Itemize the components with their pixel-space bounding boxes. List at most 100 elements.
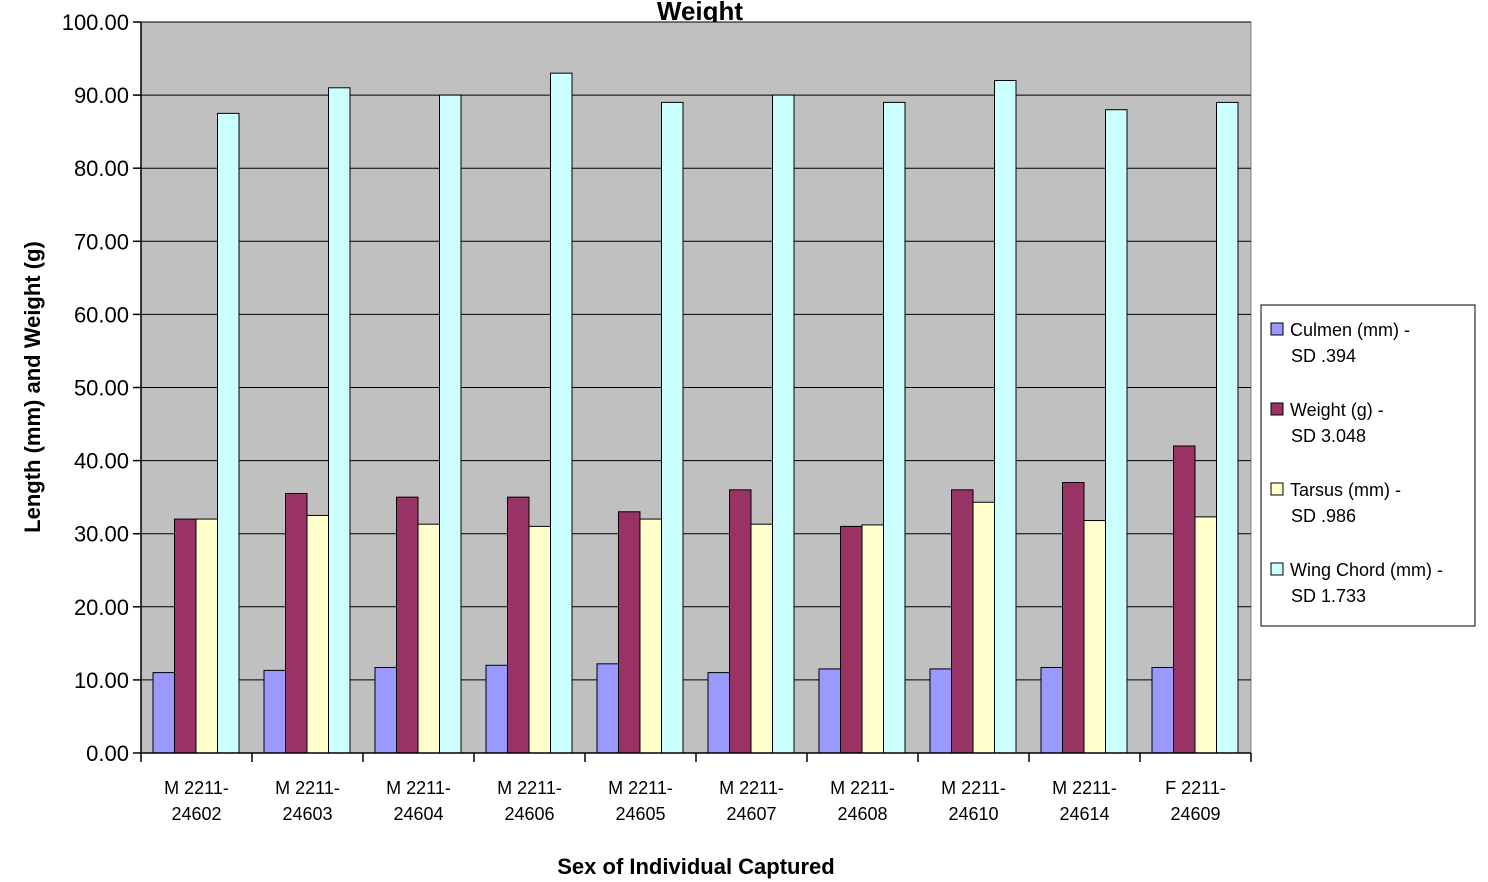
legend-entry-line: SD 3.048 xyxy=(1291,426,1366,446)
x-tick-label-line: M 2211- xyxy=(830,778,895,798)
x-axis-title: Sex of Individual Captured xyxy=(557,854,834,879)
legend-entry: Weight (g) - SD 3.048 xyxy=(1290,400,1384,446)
y-tick-label: 30.00 xyxy=(74,522,129,547)
x-tick-label: M 2211- 24608 xyxy=(830,778,895,824)
x-tick-label-line: M 2211- xyxy=(164,778,229,798)
bar xyxy=(661,101,684,754)
legend-swatch xyxy=(1270,402,1284,416)
x-tick-label-line: 24602 xyxy=(171,804,221,824)
bar xyxy=(1216,101,1239,754)
bar xyxy=(818,668,841,754)
x-tick-label-line: F 2211- xyxy=(1165,778,1226,798)
x-tick-label: M 2211- 24606 xyxy=(497,778,562,824)
legend-entry-line: SD .394 xyxy=(1291,346,1356,366)
y-axis-ticks: 0.00 10.00 20.00 30.00 40.00 50.00 60.00 70.00 8… xyxy=(62,10,141,766)
x-tick-label-line: M 2211- xyxy=(719,778,784,798)
bar xyxy=(1083,520,1106,754)
bar xyxy=(417,523,440,754)
bar xyxy=(396,496,419,754)
bars xyxy=(152,72,1239,754)
x-tick-label: M 2211- 24605 xyxy=(608,778,673,824)
x-tick-label-line: 24603 xyxy=(282,804,332,824)
legend-swatch xyxy=(1270,562,1284,576)
y-tick-label: 50.00 xyxy=(74,376,129,401)
y-tick-label: 70.00 xyxy=(74,229,129,254)
bar xyxy=(328,87,351,754)
bar xyxy=(840,525,863,754)
bar xyxy=(528,525,551,754)
legend-entry-line: SD .986 xyxy=(1291,506,1356,526)
bar xyxy=(1105,109,1128,754)
x-tick-label: M 2211- 24614 xyxy=(1052,778,1117,824)
x-tick-label: M 2211- 24602 xyxy=(164,778,229,824)
bar xyxy=(485,664,508,754)
x-tick-label-line: M 2211- xyxy=(1052,778,1117,798)
bar xyxy=(174,518,197,754)
bar xyxy=(618,511,641,754)
legend-swatch xyxy=(1270,482,1284,496)
y-tick-label: 40.00 xyxy=(74,449,129,474)
legend-box xyxy=(1260,304,1476,627)
y-axis-title: Length (mm) and Weight (g) xyxy=(20,241,45,533)
bar xyxy=(772,94,795,754)
x-tick-label-line: 24608 xyxy=(837,804,887,824)
bar xyxy=(972,501,995,754)
bar xyxy=(374,666,397,754)
legend-entry-line: Wing Chord (mm) - xyxy=(1290,560,1443,580)
bar xyxy=(439,94,462,754)
y-tick-label: 60.00 xyxy=(74,302,129,327)
x-tick-label-line: M 2211- xyxy=(497,778,562,798)
x-tick-label: F 2211- 24609 xyxy=(1165,778,1226,824)
legend-entry-line: SD 1.733 xyxy=(1291,586,1366,606)
bar xyxy=(507,496,530,754)
bar xyxy=(1151,666,1174,754)
x-tick-label-line: M 2211- xyxy=(386,778,451,798)
bar xyxy=(639,518,662,754)
y-tick-label: 0.00 xyxy=(86,741,129,766)
legend-entry-line: Culmen (mm) - xyxy=(1290,320,1410,340)
bar xyxy=(550,72,573,754)
bar xyxy=(707,672,730,754)
bar xyxy=(883,101,906,754)
bar xyxy=(750,523,773,754)
y-tick-label: 80.00 xyxy=(74,156,129,181)
x-tick-label: M 2211- 24603 xyxy=(275,778,340,824)
bar xyxy=(306,514,329,754)
legend-entry-line: Tarsus (mm) - xyxy=(1290,480,1401,500)
bar xyxy=(1194,516,1217,754)
bar xyxy=(1062,482,1085,754)
x-axis-ticks: M 2211- 24602 M 2211- 24603 M 2211- 24604 M 22… xyxy=(140,753,1252,824)
bar xyxy=(729,489,752,754)
legend-entry: Tarsus (mm) - SD .986 xyxy=(1290,480,1401,526)
bar xyxy=(861,524,884,754)
x-tick-label-line: 24606 xyxy=(504,804,554,824)
legend-entry: Wing Chord (mm) - SD 1.733 xyxy=(1290,560,1443,606)
x-tick-label-line: 24604 xyxy=(393,804,443,824)
x-tick-label: M 2211- 24607 xyxy=(719,778,784,824)
bar xyxy=(596,663,619,754)
x-tick-label-line: 24605 xyxy=(615,804,665,824)
legend-swatch xyxy=(1270,322,1284,336)
legend: Culmen (mm) - SD .394 Weight (g) - SD 3.048… xyxy=(1260,304,1476,627)
x-tick-label-line: M 2211- xyxy=(941,778,1006,798)
y-tick-label: 10.00 xyxy=(74,668,129,693)
x-tick-label-line: 24614 xyxy=(1059,804,1109,824)
x-tick-label-line: M 2211- xyxy=(275,778,340,798)
x-tick-label-line: 24607 xyxy=(726,804,776,824)
bar xyxy=(1040,666,1063,754)
y-tick-label: 20.00 xyxy=(74,595,129,620)
bar xyxy=(263,669,286,754)
y-tick-label: 100.00 xyxy=(62,10,129,35)
bar xyxy=(994,79,1017,754)
legend-entry-line: Weight (g) - xyxy=(1290,400,1384,420)
bar xyxy=(195,518,218,754)
x-tick-label-line: 24609 xyxy=(1170,804,1220,824)
bar xyxy=(285,492,308,754)
x-tick-label-line: M 2211- xyxy=(608,778,673,798)
y-tick-label: 90.00 xyxy=(74,83,129,108)
bar xyxy=(929,668,952,754)
bar xyxy=(1173,445,1196,754)
legend-entry: Culmen (mm) - SD .394 xyxy=(1290,320,1410,366)
bar xyxy=(152,672,175,754)
